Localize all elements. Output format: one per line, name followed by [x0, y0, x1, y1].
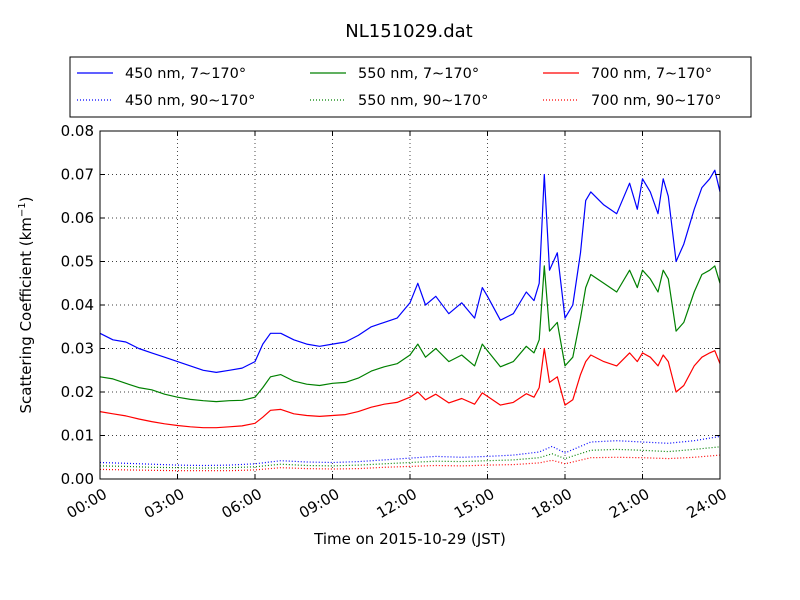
legend-label-3: 700 nm, 7∼170°	[591, 66, 712, 82]
y-tick-label: 0.03	[61, 340, 94, 358]
y-axis-label-superscript: −1	[17, 202, 28, 217]
legend-label-4: 450 nm, 90∼170°	[125, 93, 255, 109]
x-tick-labels: 00:00 03:00 06:00 09:00 12:00 15:00 18:00 21:00…	[64, 485, 730, 522]
y-axis-label: Scattering Coefficient (km−1)	[17, 196, 35, 413]
legend-label-2: 550 nm, 7∼170°	[358, 66, 479, 82]
y-tick-label: 0.07	[61, 166, 94, 184]
x-tick-label: 24:00	[684, 485, 730, 522]
grid	[100, 131, 720, 479]
y-tick-label: 0.01	[61, 427, 94, 445]
y-tick-label: 0.08	[61, 122, 94, 140]
x-tick-label: 00:00	[64, 485, 110, 522]
legend-label-6: 700 nm, 90∼170°	[591, 93, 721, 109]
x-axis-label: Time on 2015-10-29 (JST)	[313, 530, 506, 548]
y-axis-label-suffix: )	[17, 196, 35, 202]
x-tick-label: 15:00	[451, 485, 497, 522]
series-line-2	[99, 265, 721, 403]
y-tick-labels: 0.00 0.01 0.02 0.03 0.04 0.05 0.06 0.07 0.08	[61, 122, 94, 488]
y-tick-label: 0.05	[61, 253, 94, 271]
y-tick-label: 0.06	[61, 209, 94, 227]
y-tick-label: 0.02	[61, 383, 94, 401]
legend-frame	[69, 56, 752, 118]
legend-label-5: 550 nm, 90∼170°	[358, 93, 488, 109]
x-tick-label: 18:00	[529, 485, 575, 522]
y-axis-label-main: Scattering Coefficient (km	[17, 217, 35, 413]
series-line-1	[99, 169, 721, 373]
x-tick-label: 03:00	[141, 485, 187, 522]
x-tick-label: 21:00	[606, 485, 652, 522]
y-tick-label: 0.00	[61, 470, 94, 488]
series-line-4	[99, 435, 721, 467]
chart-title: NL151029.dat	[345, 21, 472, 42]
y-tick-label: 0.04	[61, 296, 94, 314]
legend-label-1: 450 nm, 7∼170°	[125, 66, 246, 82]
x-tick-label: 09:00	[296, 485, 342, 522]
legend: 450 nm, 7∼170° 550 nm, 7∼170° 700 nm, 7∼17…	[69, 56, 752, 118]
x-tick-label: 06:00	[219, 485, 265, 522]
x-tick-label: 12:00	[374, 485, 420, 522]
series-line-3	[99, 347, 721, 429]
plot-series	[99, 169, 721, 472]
ticks	[99, 130, 721, 480]
